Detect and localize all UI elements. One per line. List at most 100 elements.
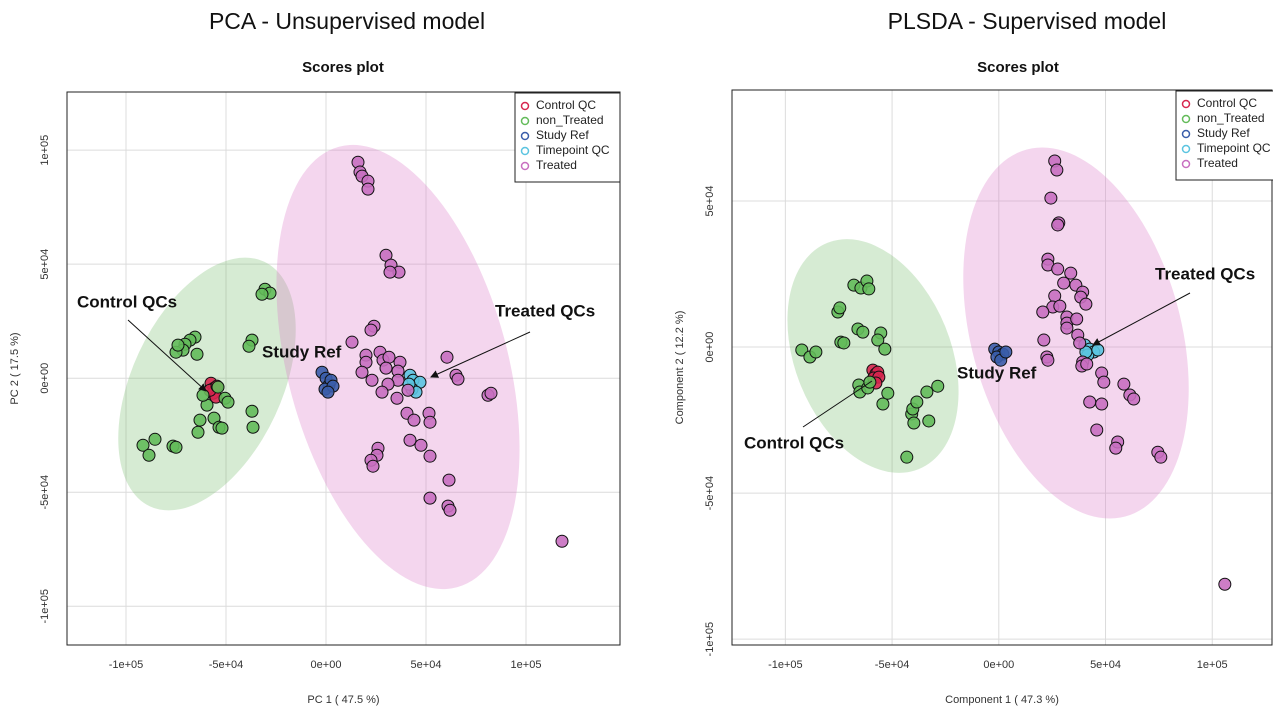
point (423, 491, 437, 505)
point (242, 339, 256, 353)
y-tick-label: 5e+04 (39, 249, 51, 280)
point (191, 425, 205, 439)
point (833, 301, 847, 315)
point (878, 342, 892, 356)
y-axis-label: Component 2 ( 12.2 %) (674, 311, 686, 425)
legend-marker (520, 101, 530, 111)
legend-label: Treated (536, 158, 577, 172)
point (1044, 191, 1058, 205)
x-tick-label: -1e+05 (768, 659, 803, 671)
legend-marker (1181, 99, 1191, 109)
y-tick-label: -5e+04 (704, 476, 716, 511)
annotation: Control QCs (77, 292, 177, 311)
point (555, 534, 569, 548)
point (1070, 312, 1084, 326)
point (1073, 336, 1087, 350)
point (355, 365, 369, 379)
point (1083, 395, 1097, 409)
x-tick-label: 0e+00 (311, 659, 342, 671)
point (1109, 441, 1123, 455)
legend-marker (1181, 144, 1191, 154)
point (910, 395, 924, 409)
point (931, 379, 945, 393)
x-tick-label: -5e+04 (875, 659, 910, 671)
y-tick-label: 0e+00 (39, 363, 51, 394)
plot-frame (66, 91, 621, 646)
point (215, 421, 229, 435)
x-tick-label: -5e+04 (209, 659, 244, 671)
point (1064, 266, 1078, 280)
point (361, 182, 375, 196)
point (1041, 353, 1055, 367)
x-tick-label: 1e+05 (1197, 659, 1228, 671)
point (390, 391, 404, 405)
point (148, 432, 162, 446)
point (221, 395, 235, 409)
point (484, 386, 498, 400)
point (211, 380, 225, 394)
point (1080, 357, 1094, 371)
annotation: Treated QCs (1155, 264, 1255, 283)
point (1154, 450, 1168, 464)
point (1060, 321, 1074, 335)
point (1090, 423, 1104, 437)
x-tick-label: 5e+04 (411, 659, 442, 671)
chart-subtitle: Scores plot (302, 59, 384, 76)
point (401, 383, 415, 397)
chart-title: PLSDA - Supervised model (888, 8, 1167, 34)
point (922, 414, 936, 428)
point (1127, 392, 1141, 406)
point (246, 420, 260, 434)
point (171, 338, 185, 352)
x-axis-label: Component 1 ( 47.3 %) (945, 694, 1059, 706)
point (442, 473, 456, 487)
point (1051, 262, 1065, 276)
points (795, 154, 1232, 591)
point (881, 386, 895, 400)
point (451, 372, 465, 386)
point (809, 345, 823, 359)
annotation: Control QCs (744, 433, 844, 452)
annotation-arrow (127, 319, 207, 392)
annotation-arrow (430, 331, 531, 378)
annotation: Treated QCs (495, 301, 595, 320)
point (375, 385, 389, 399)
group-ellipse (787, 239, 959, 473)
point (837, 336, 851, 350)
point (440, 350, 454, 364)
annotation-line (802, 380, 873, 428)
point (345, 335, 359, 349)
point (443, 503, 457, 517)
point (407, 413, 421, 427)
legend-marker (520, 161, 530, 171)
annotation: Study Ref (957, 363, 1037, 382)
point (169, 440, 183, 454)
axes: -1e+05 -5e+04 0e+00 5e+04 1e+05 -1e+05 -5e+04 0… (9, 91, 621, 706)
plot-frame (731, 89, 1273, 646)
point (190, 347, 204, 361)
annotation: Study Ref (262, 342, 342, 361)
legend-label: Timepoint QC (1197, 141, 1271, 155)
point (255, 287, 269, 301)
x-tick-label: 1e+05 (511, 659, 542, 671)
point (856, 325, 870, 339)
legend-marker (1181, 114, 1191, 124)
legend-label: Control QC (1197, 96, 1257, 110)
legend-label: Study Ref (536, 128, 589, 142)
point (999, 345, 1013, 359)
point (382, 350, 396, 364)
point (1097, 375, 1111, 389)
point (366, 459, 380, 473)
point (1053, 299, 1067, 313)
point (383, 265, 397, 279)
legend-label: non_Treated (1197, 111, 1265, 125)
legend-label: Treated (1197, 156, 1238, 170)
legend-label: Control QC (536, 98, 596, 112)
point (196, 388, 210, 402)
y-tick-label: -1e+05 (39, 589, 51, 624)
point (1037, 333, 1051, 347)
point (365, 373, 379, 387)
x-tick-label: 5e+04 (1090, 659, 1121, 671)
point (1057, 276, 1071, 290)
